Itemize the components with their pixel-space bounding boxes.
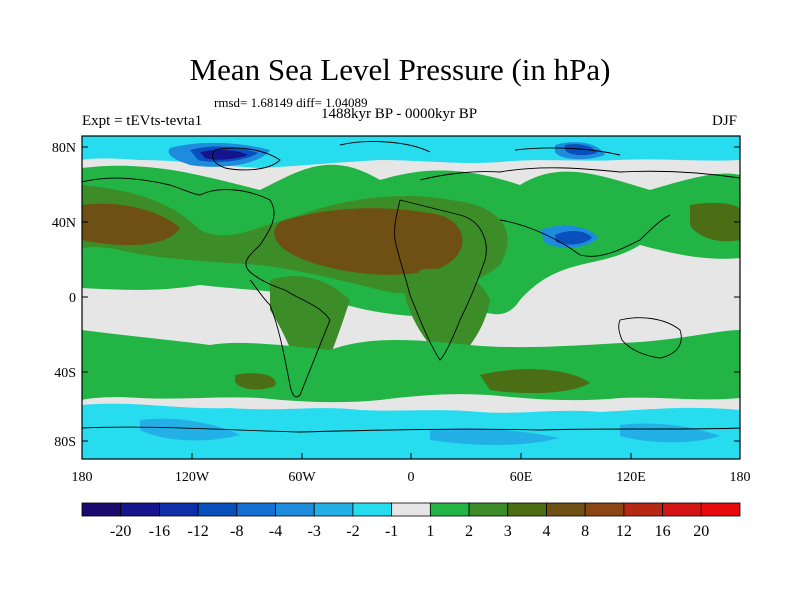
colorbar-swatch [81,502,122,517]
colorbar-swatch [700,502,741,517]
axis-ticks [81,146,741,459]
colorbar-label: -20 [110,523,131,540]
colorbar-label: -16 [149,523,170,540]
colorbar-swatch [236,502,276,517]
colorbar-label: 3 [504,523,512,540]
lat-label: 80S [54,435,76,450]
lat-label: 80N [52,141,76,156]
season-label: DJF [712,113,738,129]
colorbar-label: 8 [581,523,589,540]
colorbar-swatch [662,502,702,517]
map-plot-area [81,135,741,460]
colorbar-swatch [197,502,238,517]
lon-label: 180 [730,470,751,485]
lon-label: 0 [408,470,415,485]
anomaly-region [690,202,740,242]
lon-label: 120E [616,470,646,485]
colorbar-label: -1 [385,523,398,540]
colorbar-label: -8 [230,523,243,540]
anomaly-region [82,203,463,275]
colorbar-swatch [429,502,470,517]
time-period-label: 1488kyr BP - 0000kyr BP [321,106,478,122]
anomaly-region [235,369,590,394]
colorbar-swatch [352,502,393,517]
colorbar-swatch [159,502,199,517]
lat-label: 40S [54,366,76,381]
colorbar-swatch [468,502,509,517]
anomaly-region [140,418,720,445]
lon-label: 60E [510,470,533,485]
colorbar-label: -4 [269,523,282,540]
colorbar-swatch [313,502,354,517]
colorbar-label: -3 [308,523,321,540]
lat-label: 40N [52,216,76,231]
colorbar-label: 12 [616,523,632,540]
colorbar-label: -2 [346,523,359,540]
colorbar-label: 2 [465,523,473,540]
anomaly-region [82,403,740,459]
lat-label: 0 [69,291,76,306]
colorbar-label: 20 [693,523,709,540]
colorbar-swatch [391,502,431,517]
colorbar-label: 4 [542,523,550,540]
colorbar-swatch [623,502,663,517]
map-title: Mean Sea Level Pressure (in hPa) [189,52,611,87]
colorbar: -20 -16 -12 -8 -4 -3 -2 -1 1 2 3 4 8 12 16 20 [81,502,741,540]
colorbar-label: 1 [426,523,434,540]
rmsd-diff-stats: rmsd= 1.68149 diff= 1.04089 [214,95,368,110]
coastlines [82,141,740,433]
colorbar-swatch [584,502,625,517]
colorbar-swatch [507,502,547,517]
lon-label: 60W [288,470,316,485]
colorbar-label: -12 [187,523,208,540]
lon-label: 180 [72,470,93,485]
colorbar-swatch [275,502,315,517]
experiment-label: Expt = tEVts-tevta1 [82,113,203,129]
lon-label: 120W [175,470,210,485]
anomaly-region [200,149,248,160]
colorbar-swatch [546,502,586,517]
colorbar-swatch [120,502,160,517]
colorbar-label: 16 [655,523,671,540]
